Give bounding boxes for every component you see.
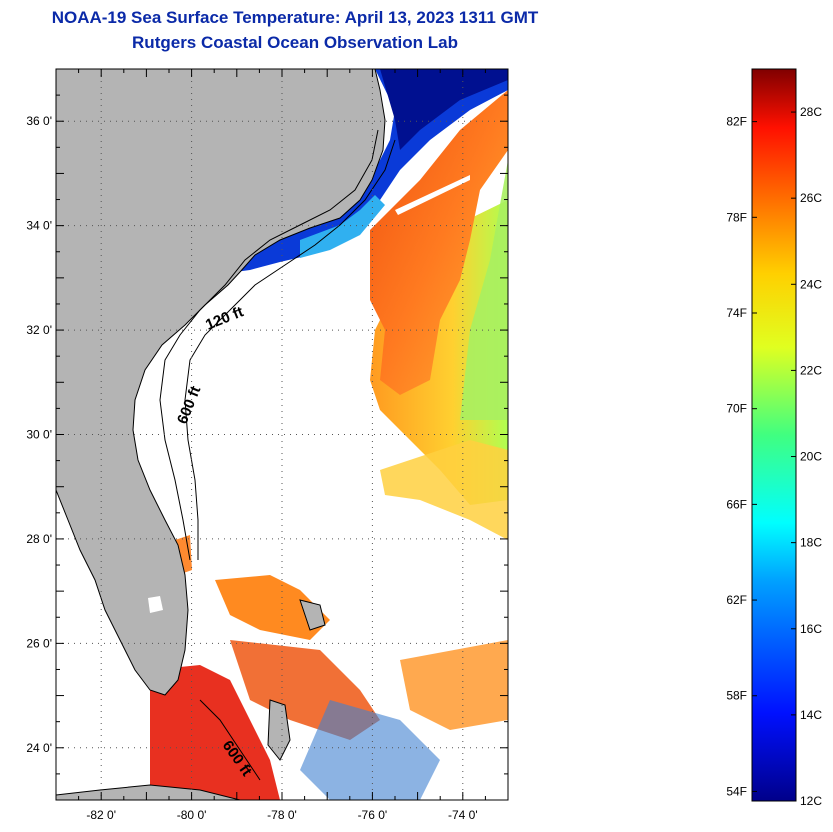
land-cuba [56,784,241,800]
bahamas-mixed [300,700,440,800]
fahrenheit-label: 82F [726,115,747,129]
celsius-label: 24C [800,277,822,291]
fahrenheit-label: 66F [726,497,747,511]
lon-tick-label: -80 0' [177,808,207,822]
celsius-label: 26C [800,191,822,205]
fahrenheit-label: 70F [726,402,747,416]
fahrenheit-label: 78F [726,210,747,224]
map-subtitle: Rutgers Coastal Ocean Observation Lab [132,33,458,52]
shelf-cyan [300,195,385,258]
celsius-label: 16C [800,622,822,636]
celsius-label: 12C [800,794,822,808]
fahrenheit-label: 54F [726,784,747,798]
lat-tick-label: 30 0' [26,428,52,442]
contour-600ft [184,139,396,560]
lat-tick-label: 24 0' [26,741,52,755]
lon-tick-label: -78 0' [267,808,297,822]
cold-shelf-core [380,69,508,150]
florida-straits-warm [150,665,280,800]
bahamas-warm-3 [400,640,508,730]
celsius-label: 14C [800,708,822,722]
land-abaco [299,599,326,631]
lat-tick-label: 32 0' [26,323,52,337]
offshore-cool-water [460,160,508,420]
land-andros [267,699,291,761]
lon-tick-label: -76 0' [358,808,388,822]
latitude-axis: 24 0' 26 0' 28 0' 30 0' 32 0' 34 0' 36 0' [26,94,508,775]
lat-tick-label: 26 0' [26,636,52,650]
patchy-yellow [380,440,508,540]
lat-tick-label: 28 0' [26,532,52,546]
bahamas-warm-1 [215,575,330,640]
colorbar-scale [751,68,797,802]
contour-120ft [159,129,379,561]
colorbar-fahrenheit-labels: 82F 78F 74F 70F 66F 62F 58F 54F [726,115,757,798]
fahrenheit-label: 74F [726,306,747,320]
lon-tick-label: -74 0' [448,808,478,822]
lat-tick-label: 34 0' [26,219,52,233]
lake-okeechobee [148,596,163,613]
longitude-axis: -82 0' -80 0' -78 0' -76 0' -74 0' [78,69,486,822]
lon-tick-label: -82 0' [86,808,116,822]
celsius-label: 18C [800,536,822,550]
cloud-streak [395,175,470,215]
contour-600ft-south [199,699,261,781]
colorbar-celsius-labels: 28C 26C 24C 22C 20C 18C 16C 14C 12C [791,105,822,808]
fahrenheit-label: 58F [726,689,747,703]
map-title: NOAA-19 Sea Surface Temperature: April 1… [51,8,539,27]
celsius-label: 28C [800,105,822,119]
celsius-label: 22C [800,363,822,377]
celsius-label: 20C [800,450,822,464]
gulf-stream [370,90,508,395]
lat-tick-label: 36 0' [26,114,52,128]
fahrenheit-label: 62F [726,593,747,607]
cold-shelf-water [235,69,508,272]
